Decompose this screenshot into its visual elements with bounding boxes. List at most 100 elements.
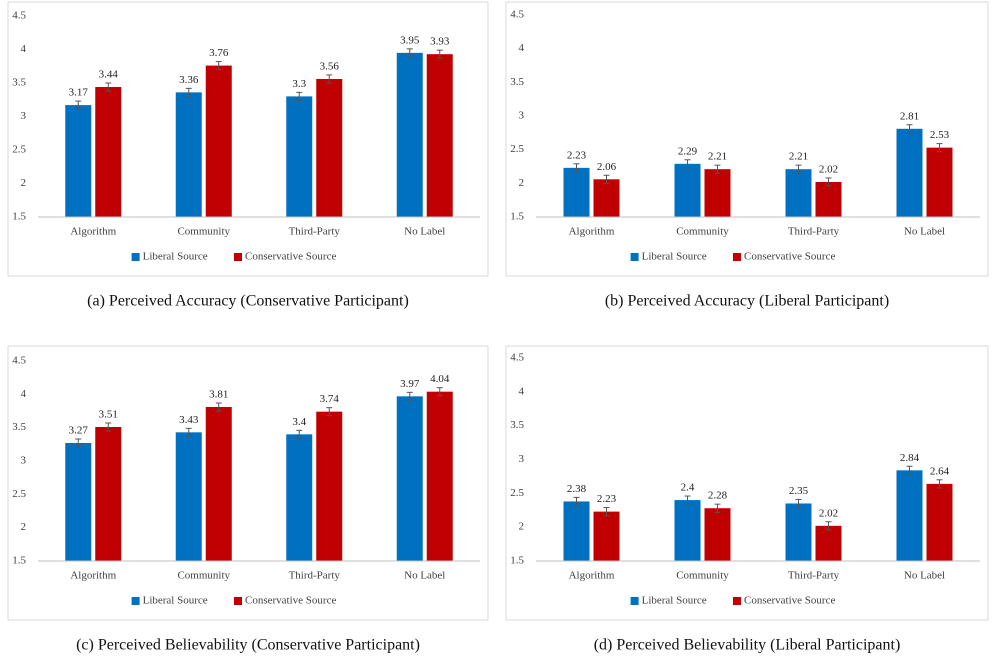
- bar: [896, 128, 923, 217]
- data-label: 2.23: [597, 493, 617, 505]
- y-tick-label: 4: [519, 42, 525, 54]
- bar: [205, 65, 232, 217]
- data-label: 2.06: [597, 161, 617, 173]
- legend-swatch: [234, 597, 242, 605]
- y-tick-label: 3: [519, 110, 525, 122]
- data-label: 2.84: [900, 452, 920, 464]
- y-tick-label: 2.5: [510, 487, 524, 499]
- legend-swatch: [131, 253, 140, 261]
- y-tick-label: 3.5: [12, 77, 26, 89]
- chart-frame: [7, 1, 489, 277]
- data-label: 2.64: [930, 465, 950, 477]
- bar: [316, 78, 343, 217]
- y-tick-label: 1.5: [510, 211, 524, 223]
- x-tick-label: No Label: [404, 226, 445, 238]
- y-tick-label: 2: [519, 177, 525, 189]
- data-label: 3.74: [320, 393, 340, 405]
- y-tick-label: 4.5: [510, 9, 524, 21]
- data-label: 3.51: [99, 409, 118, 421]
- x-tick-label: No Label: [904, 570, 945, 582]
- caption: (a) Perceived Accuracy (Conservative Par…: [87, 293, 409, 310]
- bar: [95, 427, 122, 561]
- y-tick-label: 1.5: [12, 555, 26, 567]
- data-label: 3.3: [292, 78, 306, 90]
- data-label: 2.29: [678, 145, 698, 157]
- bar: [674, 163, 701, 217]
- x-tick-label: No Label: [904, 226, 945, 238]
- bar: [593, 179, 620, 217]
- bar: [563, 501, 590, 561]
- bar: [426, 54, 453, 217]
- y-tick-label: 4: [21, 43, 27, 55]
- data-label: 3.27: [69, 425, 89, 437]
- y-tick-label: 2: [21, 177, 27, 189]
- y-tick-label: 4.5: [12, 10, 26, 22]
- data-label: 3.76: [209, 47, 229, 59]
- data-label: 2.02: [819, 507, 838, 519]
- data-label: 2.28: [708, 490, 728, 502]
- x-tick-label: Algorithm: [70, 226, 116, 238]
- legend-swatch: [733, 597, 741, 605]
- bar: [426, 391, 453, 561]
- y-tick-label: 4: [21, 388, 27, 400]
- caption: (d) Perceived Believability (Liberal Par…: [594, 637, 901, 654]
- y-tick-label: 2: [21, 521, 27, 533]
- data-label: 3.93: [430, 36, 450, 48]
- bar: [896, 470, 923, 561]
- y-tick-label: 3: [21, 455, 27, 467]
- legend-label: Liberal Source: [642, 595, 707, 607]
- bar: [286, 434, 313, 561]
- x-tick-label: Community: [676, 570, 729, 582]
- bar: [593, 511, 620, 561]
- y-tick-label: 2.5: [12, 144, 26, 156]
- chart-frame: [505, 1, 989, 277]
- legend-label: Liberal Source: [143, 595, 208, 607]
- data-label: 4.04: [430, 373, 450, 385]
- x-tick-label: Community: [177, 570, 230, 582]
- x-tick-label: Community: [177, 226, 230, 238]
- bar: [396, 52, 423, 217]
- x-tick-label: No Label: [404, 570, 445, 582]
- data-label: 3.36: [179, 74, 199, 86]
- bar: [396, 396, 423, 561]
- x-tick-label: Community: [676, 226, 729, 238]
- legend-label: Conservative Source: [744, 595, 835, 607]
- data-label: 3.95: [400, 34, 420, 46]
- data-label: 3.43: [179, 414, 199, 426]
- bar: [65, 443, 92, 561]
- data-label: 2.4: [681, 482, 695, 494]
- data-label: 3.17: [69, 87, 89, 99]
- legend-label: Liberal Source: [642, 251, 707, 263]
- data-label: 2.23: [567, 149, 587, 161]
- data-label: 2.21: [789, 151, 808, 163]
- bar: [785, 503, 812, 561]
- chart-frame: [7, 345, 489, 621]
- legend-swatch: [234, 253, 242, 261]
- data-label: 3.97: [400, 378, 420, 390]
- x-tick-label: Algorithm: [569, 226, 615, 238]
- data-label: 2.38: [567, 483, 587, 495]
- bar: [563, 167, 590, 217]
- legend-label: Conservative Source: [245, 251, 336, 263]
- y-tick-label: 2.5: [12, 488, 26, 500]
- chart-frame: [505, 345, 989, 621]
- data-label: 3.56: [320, 60, 340, 72]
- legend-label: Liberal Source: [143, 251, 208, 263]
- legend-label: Conservative Source: [245, 595, 336, 607]
- caption: (b) Perceived Accuracy (Liberal Particip…: [605, 293, 889, 310]
- bar: [674, 500, 701, 561]
- bar: [704, 169, 731, 217]
- bar: [815, 525, 842, 561]
- data-label: 2.81: [900, 110, 919, 122]
- y-tick-label: 4.5: [510, 352, 524, 364]
- y-tick-label: 2: [519, 521, 525, 533]
- bar: [175, 92, 202, 217]
- legend-swatch: [630, 597, 639, 605]
- y-tick-label: 4: [519, 385, 525, 397]
- bar: [926, 147, 953, 217]
- caption: (c) Perceived Believability (Conservativ…: [76, 637, 420, 654]
- legend-swatch: [733, 253, 741, 261]
- data-label: 3.81: [209, 389, 228, 401]
- bar: [815, 181, 842, 217]
